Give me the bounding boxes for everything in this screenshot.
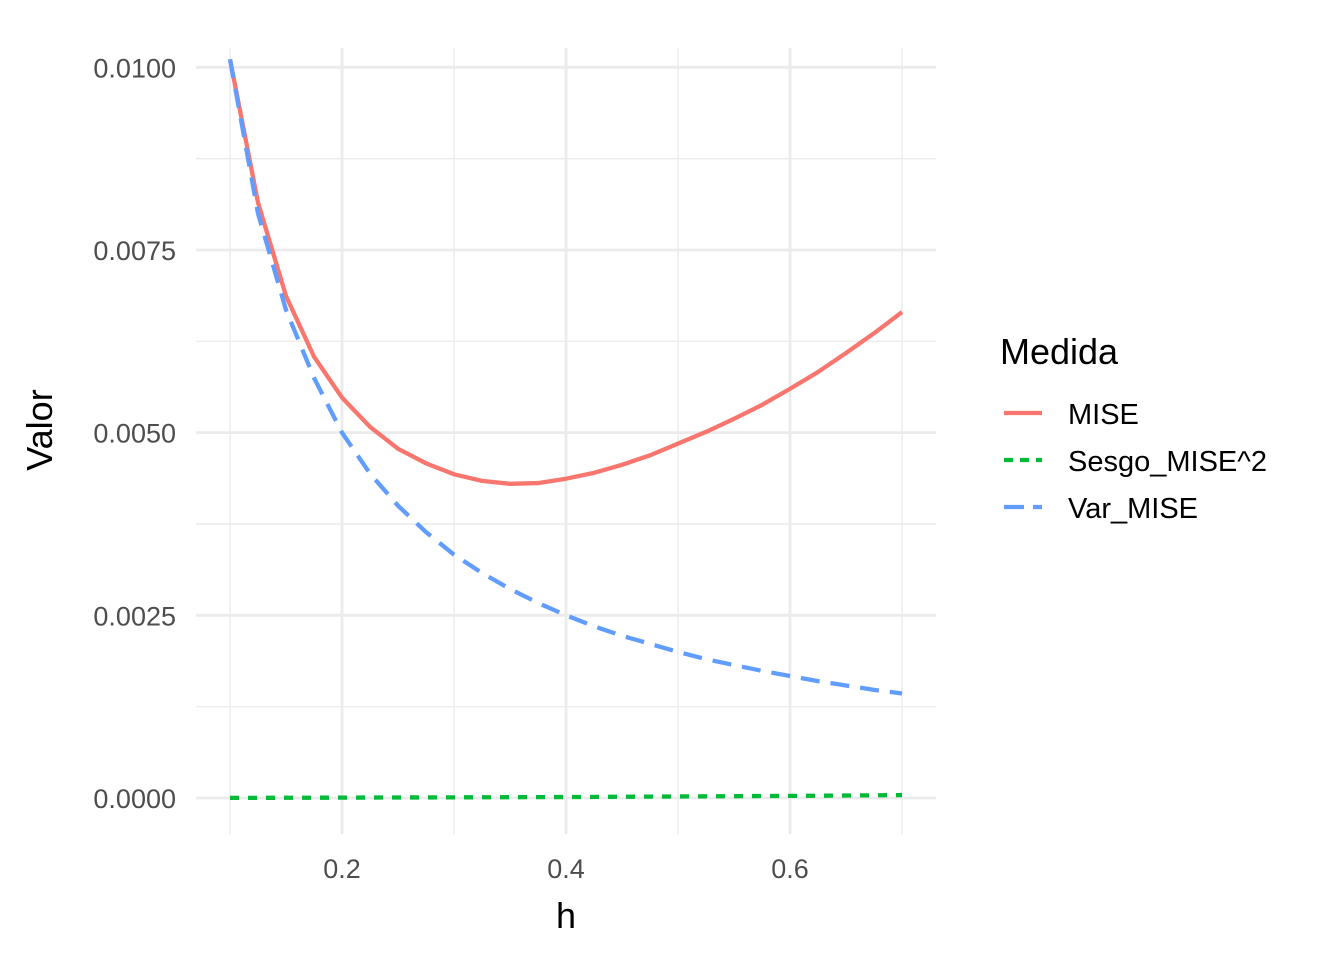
- series-line-2: [227, 58, 903, 696]
- x-axis-ticks: 0.2 0.4 0.6: [323, 854, 809, 884]
- series-line-1: [230, 792, 903, 800]
- axes: 0.2 0.4 0.6 0.0000 0.0025 0.0050 0.0075 0.0100…: [19, 53, 809, 936]
- legend-label: Sesgo_MISE^2: [1068, 446, 1267, 478]
- y-tick-label: 0.0025: [93, 601, 176, 631]
- y-tick-label: 0.0075: [93, 236, 176, 266]
- legend-label: Var_MISE: [1068, 493, 1198, 525]
- y-tick-label: 0.0000: [93, 784, 176, 814]
- y-tick-label: 0.0050: [93, 419, 176, 449]
- legend-label: MISE: [1068, 399, 1139, 431]
- legend: Medida MISE Sesgo_MISE^2 Var_MISE: [1000, 331, 1267, 525]
- y-axis-ticks: 0.0000 0.0025 0.0050 0.0075 0.0100: [93, 53, 176, 814]
- grid: [196, 48, 936, 834]
- y-axis-title: Valor: [19, 389, 60, 470]
- y-tick-label: 0.0100: [93, 53, 176, 83]
- series-lines: [227, 58, 904, 800]
- legend-title: Medida: [1000, 331, 1119, 372]
- series-line-0: [227, 58, 904, 486]
- x-tick-label: 0.2: [323, 854, 361, 884]
- x-tick-label: 0.4: [547, 854, 585, 884]
- x-tick-label: 0.6: [771, 854, 809, 884]
- x-axis-title: h: [556, 895, 576, 936]
- legend-items: MISE Sesgo_MISE^2 Var_MISE: [1004, 399, 1267, 525]
